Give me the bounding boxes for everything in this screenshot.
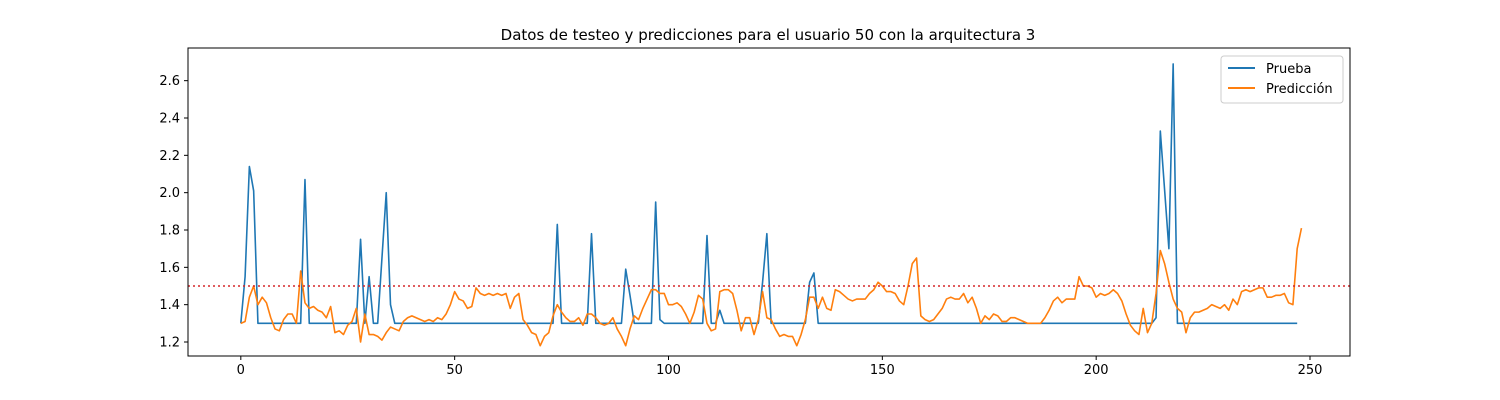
legend-label-0: Prueba <box>1266 62 1311 77</box>
x-tick-label: 100 <box>656 363 681 378</box>
y-tick-label: 2.4 <box>159 112 180 127</box>
legend: Prueba Predicción <box>1220 55 1344 104</box>
y-tick-label: 1.4 <box>159 298 180 313</box>
x-tick-label: 0 <box>237 363 245 378</box>
series-line-1 <box>240 227 1303 347</box>
x-tick-label: 150 <box>870 363 895 378</box>
y-tick-label: 1.6 <box>159 261 180 276</box>
y-tick-label: 2.2 <box>159 149 180 164</box>
y-tick-label: 1.2 <box>159 336 180 351</box>
y-axis: 1.2 1.4 1.6 1.8 2.0 2.2 2.4 2.6 <box>159 74 188 351</box>
x-axis: 0 50 100 150 200 250 <box>237 356 1323 378</box>
x-tick-label: 50 <box>446 363 463 378</box>
y-tick-label: 1.8 <box>159 224 180 239</box>
x-tick-label: 200 <box>1084 363 1109 378</box>
axes-frame <box>187 47 1351 357</box>
x-tick-label: 250 <box>1298 363 1323 378</box>
y-tick-label: 2.0 <box>159 186 180 201</box>
plot-area <box>188 63 1350 347</box>
y-tick-label: 2.6 <box>159 74 180 89</box>
series-line-0 <box>240 63 1298 325</box>
legend-label-1: Predicción <box>1266 82 1333 97</box>
chart-title: Datos de testeo y predicciones para el u… <box>501 26 1036 44</box>
